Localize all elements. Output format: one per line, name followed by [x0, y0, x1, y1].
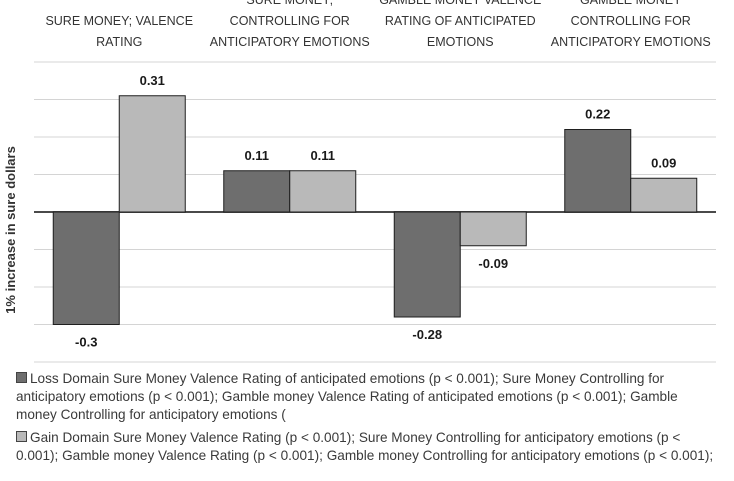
legend-swatch-gain — [16, 431, 27, 442]
bar-loss-4 — [564, 129, 632, 213]
category-label-4: GAMBLE MONEY — [580, 0, 682, 7]
bars — [52, 95, 698, 325]
y-axis-label: 1% increase in sure dollars — [3, 146, 18, 314]
legend-text-loss: Loss Domain Sure Money Valence Rating of… — [16, 371, 678, 422]
bar-gain-1 — [118, 95, 186, 213]
category-label-4: CONTROLLING FOR — [571, 14, 691, 28]
bar-gain-2 — [289, 170, 357, 213]
data-label-loss-3: -0.28 — [412, 327, 442, 342]
bar-chart: -0.3 0.31 0.11 0.11 -0.28 -0.09 0.22 0.09 SURE … — [3, 0, 716, 363]
bar-loss-1 — [52, 211, 120, 325]
data-label-loss-2: 0.11 — [244, 148, 269, 163]
legend-text-gain: Gain Domain Sure Money Valence Rating (p… — [16, 430, 714, 463]
category-label-1: SURE MONEY; VALENCE — [45, 14, 193, 28]
bar-loss-3 — [393, 211, 461, 318]
category-label-4: ANTICIPATORY EMOTIONS — [551, 35, 711, 49]
data-label-loss-4: 0.22 — [585, 107, 610, 122]
data-label-gain-3: -0.09 — [478, 256, 508, 271]
category-label-2: SURE MONEY; — [246, 0, 333, 7]
category-labels: SURE MONEY; VALENCE RATING SURE MONEY; CONT… — [45, 0, 710, 49]
legend-swatch-loss — [16, 372, 27, 383]
category-label-3: GAMBLE MONEY VALENCE — [379, 0, 541, 7]
data-label-gain-4: 0.09 — [651, 155, 676, 170]
data-label-gain-1: 0.31 — [140, 73, 165, 88]
data-labels: -0.3 0.31 0.11 0.11 -0.28 -0.09 0.22 0.09 — [75, 73, 676, 350]
category-label-2: ANTICIPATORY EMOTIONS — [210, 35, 370, 49]
legend-item-gain: Gain Domain Sure Money Valence Rating (p… — [16, 429, 716, 465]
data-label-loss-1: -0.3 — [75, 335, 97, 350]
bar-gain-4 — [630, 177, 698, 213]
bar-gain-3 — [459, 211, 527, 247]
data-label-gain-2: 0.11 — [310, 148, 335, 163]
legend: Loss Domain Sure Money Valence Rating of… — [0, 367, 734, 481]
category-label-3: RATING OF ANTICIPATED — [385, 14, 536, 28]
category-label-2: CONTROLLING FOR — [230, 14, 350, 28]
category-label-1: RATING — [96, 35, 142, 49]
bar-loss-2 — [223, 170, 291, 213]
legend-item-loss: Loss Domain Sure Money Valence Rating of… — [16, 370, 716, 424]
category-label-3: EMOTIONS — [427, 35, 494, 49]
